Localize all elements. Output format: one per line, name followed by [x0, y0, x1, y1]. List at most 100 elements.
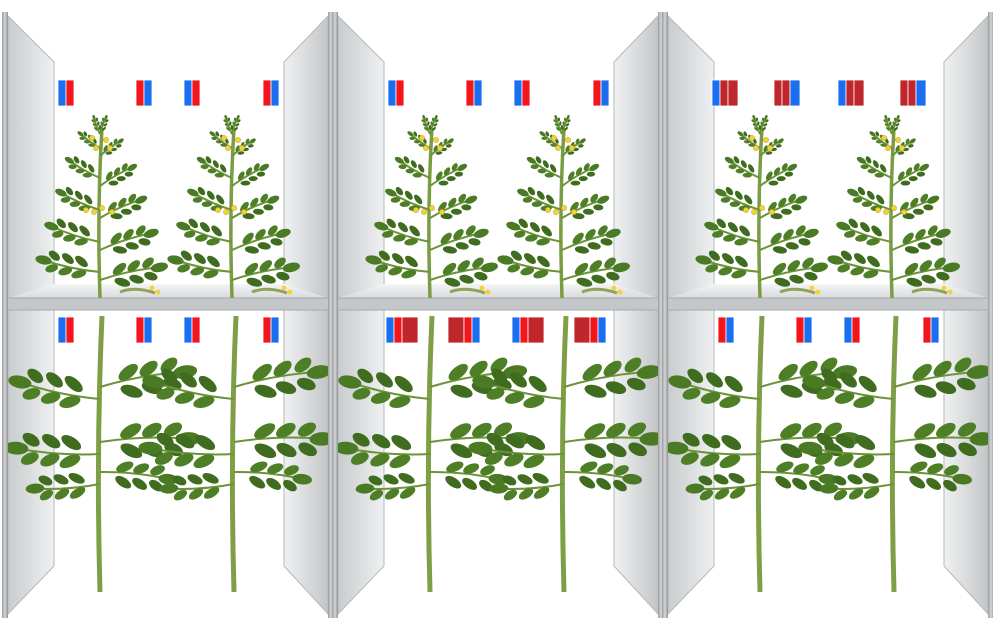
leaf: [334, 432, 431, 469]
leaflet: [718, 267, 733, 276]
flower: [423, 145, 429, 151]
leaflet: [597, 225, 608, 236]
leaflet: [834, 453, 854, 467]
leaflet: [687, 368, 704, 384]
leaflet: [682, 388, 701, 400]
leaflet: [455, 242, 469, 250]
flower: [99, 205, 105, 211]
leaflet: [180, 372, 197, 388]
leaflet: [719, 395, 741, 409]
leaflet: [622, 473, 642, 485]
leaflet: [798, 441, 823, 455]
leaflet: [237, 171, 245, 181]
leaflet: [249, 475, 266, 489]
flower: [437, 145, 443, 151]
leaflet: [910, 461, 928, 473]
stem: [755, 315, 765, 593]
led-segment: [853, 79, 865, 107]
leaflet: [871, 136, 877, 140]
leaflet: [8, 375, 32, 389]
leaf: [891, 193, 940, 220]
leaflet: [276, 442, 297, 458]
leaflet: [220, 143, 227, 147]
led-segment: [511, 316, 521, 344]
leaflet: [394, 156, 404, 164]
flower: [91, 209, 97, 215]
flower: [553, 209, 559, 215]
leaf: [563, 461, 642, 492]
leaflet: [739, 136, 745, 140]
leaf: [385, 186, 431, 212]
leaflet: [789, 274, 804, 284]
leaflet: [61, 253, 74, 264]
flower: [419, 135, 425, 141]
leaflet: [700, 392, 721, 404]
leaflet: [787, 260, 801, 272]
leaflet: [895, 145, 900, 152]
flower: [413, 207, 419, 213]
leaflet: [404, 238, 418, 246]
leaflet: [240, 201, 249, 212]
leaflet: [254, 384, 277, 398]
leaflet: [108, 201, 117, 212]
leaf: [751, 115, 761, 135]
leaflet: [451, 163, 458, 171]
leaflet: [795, 195, 808, 204]
leaf: [196, 156, 233, 179]
leaflet: [384, 488, 400, 500]
leaflet: [195, 234, 208, 242]
leaflet: [446, 176, 456, 182]
leaflet: [597, 195, 610, 204]
leaflet: [103, 145, 108, 152]
leaflet: [101, 117, 105, 122]
seedling-plant: [365, 115, 498, 299]
leaflet: [897, 151, 905, 155]
flower: [83, 207, 89, 213]
leaflet: [207, 255, 220, 268]
leaflet: [517, 188, 529, 197]
leaflet: [69, 201, 81, 207]
leaflet: [103, 123, 108, 127]
leaf: [759, 193, 808, 220]
leaflet: [205, 156, 212, 164]
leaflet: [900, 201, 909, 212]
flower: [433, 137, 439, 143]
leaflet: [848, 488, 864, 500]
left-panel: [7, 14, 55, 616]
shelf-edge: [665, 297, 991, 311]
leaflet: [197, 186, 206, 196]
led-segment: [711, 79, 721, 107]
leaflet: [390, 197, 401, 203]
leaflet: [848, 218, 858, 229]
leaflet: [462, 477, 477, 490]
leaflet: [502, 475, 517, 486]
leaflet: [88, 164, 95, 173]
leaflet: [450, 384, 473, 398]
leaflet: [531, 201, 543, 207]
leaflet: [442, 262, 457, 275]
leaflet: [871, 225, 882, 237]
leaflet: [567, 171, 575, 181]
leaflet: [117, 138, 124, 144]
leaflet: [442, 246, 457, 254]
leaflet: [53, 474, 69, 485]
leaflet: [375, 264, 389, 273]
led-segment: [270, 316, 280, 344]
leaflet: [768, 201, 777, 212]
stem: [95, 315, 105, 593]
leaflet: [193, 253, 206, 264]
leaflet: [434, 115, 438, 120]
flower: [231, 205, 237, 211]
leaflet: [563, 117, 567, 122]
leaflet: [550, 164, 557, 173]
leaf: [138, 432, 235, 469]
leaflet: [44, 221, 59, 231]
led-segment: [719, 79, 729, 107]
leaflet: [520, 267, 535, 276]
led-segment: [837, 79, 847, 107]
leaflet: [863, 269, 879, 279]
leaflet: [391, 435, 412, 451]
leaflet: [897, 171, 905, 181]
leaflet: [82, 172, 92, 178]
